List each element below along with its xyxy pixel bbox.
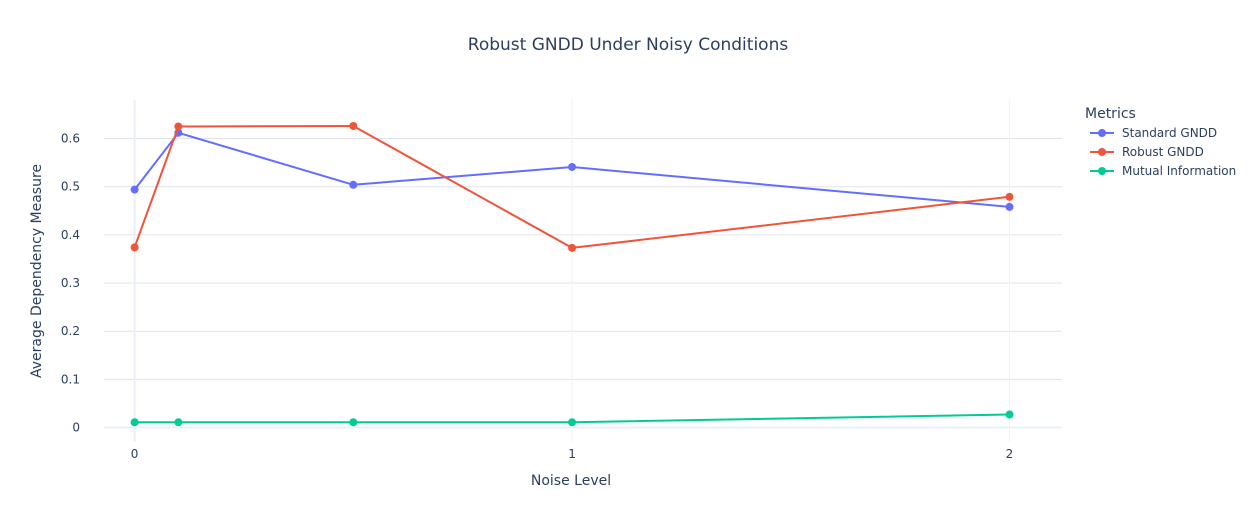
data-point	[130, 243, 139, 252]
data-point	[174, 418, 183, 427]
data-point	[349, 122, 358, 131]
y-axis-title: Average Dependency Measure	[29, 164, 45, 378]
x-axis-title: Noise Level	[531, 473, 611, 489]
x-tick-label: 1	[568, 447, 576, 461]
y-tick-label: 0.4	[61, 228, 80, 242]
y-tick-label: 0.2	[61, 324, 80, 338]
data-point	[568, 418, 577, 427]
y-tick-label: 0.1	[61, 372, 80, 386]
legend: Metrics Standard GNDD Robust GNDD Mutual I…	[1085, 106, 1236, 178]
data-point	[1005, 202, 1014, 211]
chart-title: Robust GNDD Under Noisy Conditions	[468, 35, 789, 55]
legend-label: Standard GNDD	[1122, 126, 1217, 140]
y-tick-label: 0	[72, 421, 80, 435]
data-point	[568, 162, 577, 171]
data-point	[130, 185, 139, 194]
y-tick-label: 0.3	[61, 276, 80, 290]
data-point	[568, 243, 577, 252]
grid	[104, 100, 1062, 442]
data-point	[1005, 192, 1014, 201]
data-point	[174, 122, 183, 131]
x-axis: 0 1 2	[131, 447, 1014, 461]
y-tick-label: 0.6	[61, 132, 80, 146]
legend-marker	[1098, 148, 1106, 156]
data-point	[349, 418, 358, 427]
data-point	[130, 418, 139, 427]
series-layer	[130, 122, 1014, 427]
legend-marker	[1098, 129, 1106, 137]
data-point	[349, 180, 358, 189]
x-tick-label: 2	[1006, 447, 1014, 461]
x-tick-label: 0	[131, 447, 139, 461]
legend-label: Mutual Information	[1122, 164, 1236, 178]
legend-title: Metrics	[1085, 106, 1136, 122]
y-axis: 0 0.1 0.2 0.3 0.4 0.5 0.6	[61, 132, 80, 435]
legend-label: Robust GNDD	[1122, 145, 1204, 159]
y-tick-label: 0.5	[61, 180, 80, 194]
legend-marker	[1098, 167, 1106, 175]
data-point	[1005, 410, 1014, 419]
